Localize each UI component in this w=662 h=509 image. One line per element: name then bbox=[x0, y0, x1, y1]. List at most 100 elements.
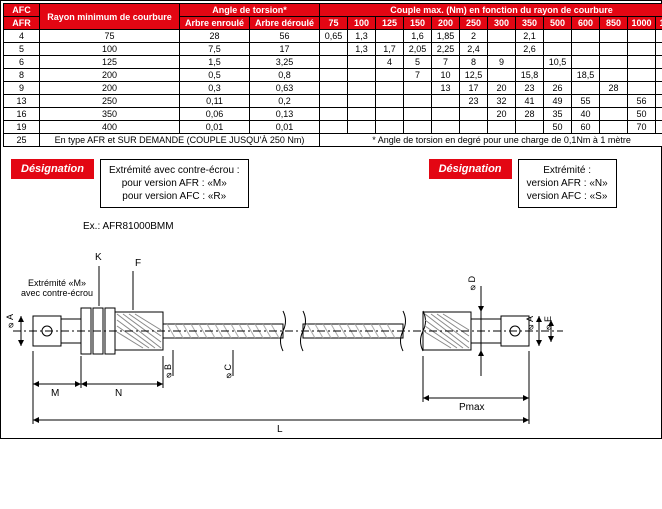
th-angle: Angle de torsion* bbox=[180, 4, 320, 17]
table-cell: 10 bbox=[432, 69, 460, 82]
table-cell: 50 bbox=[628, 108, 656, 121]
table-cell: 5 bbox=[404, 56, 432, 69]
desig-left-l2: pour version AFR : «M» bbox=[109, 177, 240, 190]
label-extM: Extrémité «M» avec contre-écrou bbox=[21, 278, 93, 298]
designation-left: Désignation Extrémité avec contre-écrou … bbox=[11, 159, 249, 208]
table-cell bbox=[320, 121, 348, 134]
table-cell: 26 bbox=[544, 82, 572, 95]
label-L: L bbox=[277, 424, 283, 435]
table-cell: 75 bbox=[40, 30, 180, 43]
table-cell: 0,65 bbox=[320, 30, 348, 43]
table-cell bbox=[404, 108, 432, 121]
table-cell bbox=[572, 43, 600, 56]
table-cell: 9 bbox=[4, 82, 40, 95]
table-cell bbox=[460, 121, 488, 134]
th-afr: AFR bbox=[4, 17, 40, 30]
table-cell bbox=[544, 30, 572, 43]
table-cell: 2,05 bbox=[404, 43, 432, 56]
table-cell bbox=[488, 43, 516, 56]
table-cell: 13 bbox=[4, 95, 40, 108]
table-cell: 8 bbox=[460, 56, 488, 69]
table-cell: 13 bbox=[432, 82, 460, 95]
designation-row: Désignation Extrémité avec contre-écrou … bbox=[3, 159, 659, 208]
table-cell: 7 bbox=[404, 69, 432, 82]
table-cell bbox=[348, 56, 376, 69]
table-cell bbox=[544, 69, 572, 82]
table-cell bbox=[656, 30, 662, 43]
foot-left: En type AFR et SUR DEMANDE (COUPLE JUSQU… bbox=[40, 134, 320, 147]
th-r1500: 1500 bbox=[656, 17, 662, 30]
table-cell: 56 bbox=[628, 95, 656, 108]
th-r100: 100 bbox=[348, 17, 376, 30]
table-cell bbox=[572, 56, 600, 69]
table-cell bbox=[656, 56, 662, 69]
table-cell bbox=[376, 95, 404, 108]
th-r75: 75 bbox=[320, 17, 348, 30]
foot-right: * Angle de torsion en degré pour une cha… bbox=[320, 134, 662, 147]
table-cell bbox=[348, 121, 376, 134]
th-r600: 600 bbox=[572, 17, 600, 30]
table-cell: 6 bbox=[4, 56, 40, 69]
table-cell: 200 bbox=[40, 69, 180, 82]
table-cell bbox=[628, 82, 656, 95]
table-cell bbox=[516, 56, 544, 69]
table-cell: 350 bbox=[40, 108, 180, 121]
designation-right: Désignation Extrémité : version AFR : «N… bbox=[429, 159, 617, 208]
table-cell bbox=[460, 108, 488, 121]
table-cell bbox=[320, 56, 348, 69]
th-couple: Couple max. (Nm) en fonction du rayon de… bbox=[320, 4, 662, 17]
table-cell: 250 bbox=[40, 95, 180, 108]
extM-l2: avec contre-écrou bbox=[21, 288, 93, 298]
table-cell: 60 bbox=[572, 121, 600, 134]
label-dimA: ⌀A bbox=[5, 314, 15, 330]
table-cell bbox=[600, 43, 628, 56]
table-cell: 0,8 bbox=[250, 69, 320, 82]
table-row: 194000,010,0150607075 bbox=[4, 121, 662, 134]
table-cell: 35 bbox=[544, 108, 572, 121]
table-cell bbox=[404, 95, 432, 108]
table-cell: 8 bbox=[4, 69, 40, 82]
table-cell: 1,3 bbox=[348, 43, 376, 56]
table-cell: 0,3 bbox=[180, 82, 250, 95]
table-cell bbox=[320, 82, 348, 95]
table-cell bbox=[320, 43, 348, 56]
table-cell: 28 bbox=[180, 30, 250, 43]
table-cell bbox=[488, 121, 516, 134]
table-cell: 0,06 bbox=[180, 108, 250, 121]
label-Pmax: Pmax bbox=[459, 402, 485, 413]
table-cell bbox=[656, 82, 662, 95]
table-cell: 18,5 bbox=[572, 69, 600, 82]
table-cell: 70 bbox=[628, 121, 656, 134]
label-dimD: ⌀D bbox=[467, 276, 477, 293]
th-r500: 500 bbox=[544, 17, 572, 30]
table-cell: 0,13 bbox=[250, 108, 320, 121]
table-cell: 2,25 bbox=[432, 43, 460, 56]
table-cell bbox=[572, 82, 600, 95]
table-cell bbox=[600, 30, 628, 43]
table-cell: 1,5 bbox=[180, 56, 250, 69]
table-cell: 19 bbox=[4, 121, 40, 134]
table-cell: 75 bbox=[656, 121, 662, 134]
table-cell bbox=[656, 108, 662, 121]
spec-table: AFC Rayon minimum de courbure Angle de t… bbox=[3, 3, 662, 147]
label-dimC: ⌀C bbox=[223, 364, 233, 381]
diagram-svg bbox=[3, 216, 662, 436]
table-cell bbox=[600, 121, 628, 134]
table-cell: 0,5 bbox=[180, 69, 250, 82]
label-dimA2: ⌀A bbox=[525, 316, 535, 332]
table-cell: 55 bbox=[572, 95, 600, 108]
table-cell: 4 bbox=[4, 30, 40, 43]
table-row: 163500,060,132028354050 bbox=[4, 108, 662, 121]
table-cell: 49 bbox=[544, 95, 572, 108]
desig-left-l3: pour version AFC : «R» bbox=[109, 190, 240, 203]
table-cell bbox=[656, 95, 662, 108]
designation-label-left: Désignation bbox=[11, 159, 94, 179]
label-dimE: ⌀E bbox=[543, 316, 553, 332]
table-cell bbox=[348, 82, 376, 95]
table-cell bbox=[348, 95, 376, 108]
table-cell: 15,8 bbox=[516, 69, 544, 82]
designation-text-right: Extrémité : version AFR : «N» version AF… bbox=[518, 159, 617, 208]
th-r150: 150 bbox=[404, 17, 432, 30]
table-cell: 0,63 bbox=[250, 82, 320, 95]
th-r200: 200 bbox=[432, 17, 460, 30]
